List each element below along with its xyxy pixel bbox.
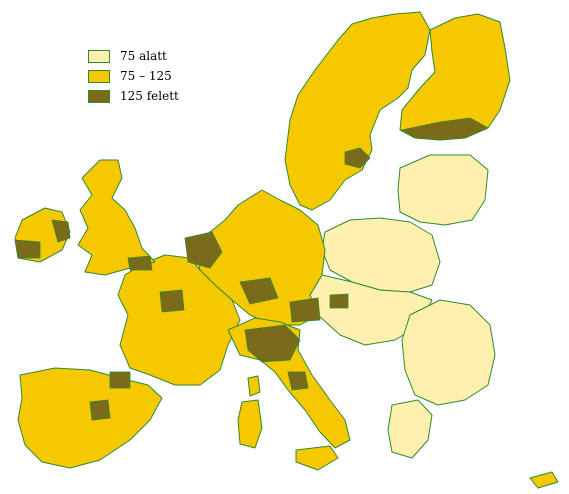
legend-swatch xyxy=(88,89,110,103)
legend-label: 75 – 125 xyxy=(120,69,172,83)
hotspot-austria xyxy=(289,297,321,323)
region-scandinavia xyxy=(284,11,431,211)
region-cyprus xyxy=(529,471,559,489)
hotspot-northern-italy xyxy=(244,324,301,363)
legend-swatch xyxy=(88,49,110,63)
region-corsica xyxy=(247,375,261,397)
hotspot-benelux xyxy=(184,231,223,269)
region-greece xyxy=(387,399,433,459)
region-poland xyxy=(321,217,441,293)
hotspot-prague xyxy=(329,293,349,309)
legend-item-mid: 75 – 125 xyxy=(88,66,179,86)
hotspot-dublin xyxy=(51,219,71,243)
legend-swatch xyxy=(88,69,110,83)
region-iberia xyxy=(17,367,163,469)
region-france xyxy=(117,254,241,386)
hotspot-southern-germany xyxy=(239,277,279,305)
region-baltics xyxy=(397,154,489,226)
legend-item-low: 75 alatt xyxy=(88,46,179,66)
legend-label: 125 felett xyxy=(120,89,179,103)
hotspot-west-ireland xyxy=(14,239,41,259)
legend-item-high: 125 felett xyxy=(88,86,179,106)
hotspot-rome xyxy=(287,371,309,391)
region-sicily xyxy=(295,445,339,471)
map-legend: 75 alatt 75 – 125 125 felett xyxy=(88,46,179,106)
hotspot-catalonia xyxy=(109,371,131,389)
region-sardinia xyxy=(237,399,263,449)
region-romania-bulgaria xyxy=(401,299,496,406)
legend-label: 75 alatt xyxy=(120,49,167,63)
hotspot-southern-finland xyxy=(400,117,489,141)
hotspot-stockholm xyxy=(344,147,371,169)
hotspot-paris xyxy=(159,289,185,313)
hotspot-london xyxy=(127,255,153,271)
hotspot-madrid xyxy=(89,399,111,421)
